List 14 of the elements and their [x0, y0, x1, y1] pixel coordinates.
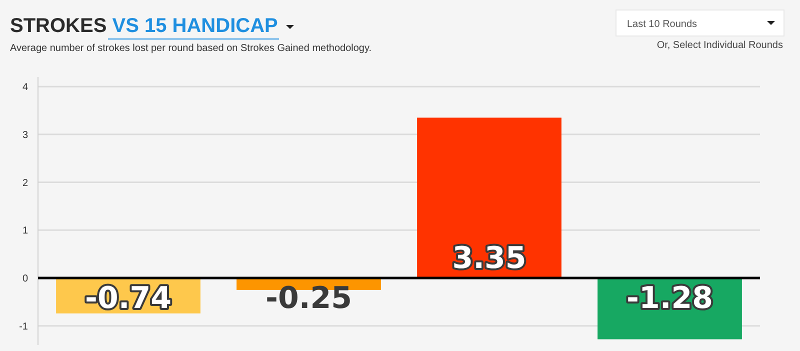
y-tick-label: 4: [22, 82, 28, 94]
y-tick-label: -1: [19, 321, 28, 332]
text: Last 10 Rounds: [627, 19, 698, 30]
data-label: 3.35: [452, 241, 526, 276]
chart-subtitle: Average number of strokes lost per round based on Strokes Gained methodology.: [10, 43, 372, 54]
y-tick-label: 3: [22, 130, 28, 141]
y-tick-label: 2: [22, 178, 28, 189]
data-label: -0.25: [266, 281, 352, 316]
chart-title: STROKES VS 15 HANDICAP: [10, 15, 278, 37]
data-label: -0.74: [85, 281, 172, 316]
y-tick-label: 1: [22, 226, 28, 237]
y-tick-label: 0: [22, 274, 28, 284]
text: Or, Select Individual Rounds: [656, 40, 783, 51]
data-label: -1.28: [626, 281, 713, 316]
